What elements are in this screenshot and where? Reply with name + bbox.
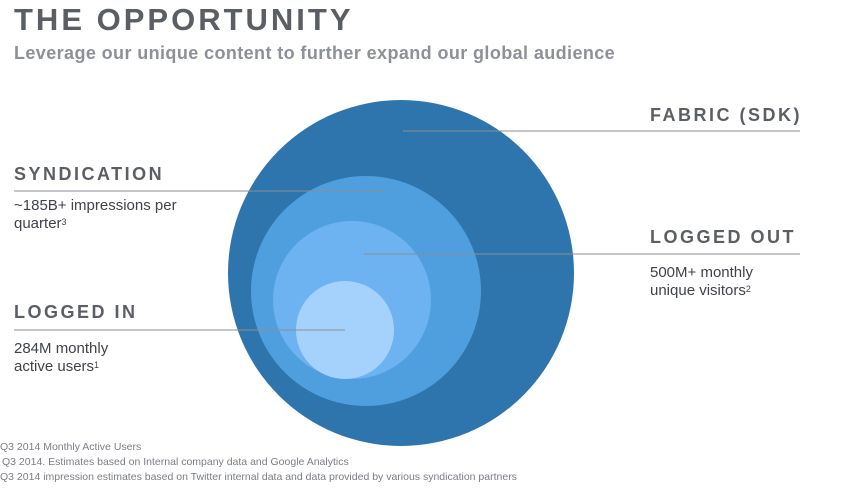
- desc-logged-out-line1: 500M+ monthly: [650, 264, 753, 281]
- label-fabric-sdk: FABRIC (SDK): [650, 105, 802, 125]
- footnote-marker-logged-out: 2: [745, 284, 751, 294]
- desc-logged-out: 500M+ monthly unique visitors2: [650, 264, 753, 300]
- label-logged-out: LOGGED OUT: [650, 227, 796, 247]
- footnotes: Q3 2014 Monthly Active Users Q3 2014. Es…: [0, 440, 700, 485]
- desc-logged-in: 284M monthly active users1: [14, 340, 108, 376]
- label-logged-in: LOGGED IN: [14, 302, 138, 322]
- footnote-2: Q3 2014. Estimates based on Internal com…: [2, 456, 349, 468]
- desc-logged-in-line1: 284M monthly: [14, 340, 109, 357]
- desc-logged-out-line2: unique visitors: [650, 282, 746, 299]
- desc-syndication-line2: quarter: [14, 215, 62, 232]
- footnote-3: Q3 2014 impression estimates based on Tw…: [0, 471, 517, 483]
- page-subtitle: Leverage our unique content to further e…: [14, 43, 616, 63]
- footnote-1: Q3 2014 Monthly Active Users: [0, 441, 142, 453]
- label-syndication: SYNDICATION: [14, 164, 165, 184]
- desc-logged-in-line2: active users: [14, 358, 95, 375]
- page-title: THE OPPORTUNITY: [14, 2, 354, 37]
- footnote-marker-logged-in: 1: [94, 360, 100, 370]
- desc-syndication: ~185B+ impressions per quarter3: [14, 197, 177, 233]
- footnote-marker-syndication: 3: [61, 217, 67, 227]
- desc-syndication-line1: ~185B+ impressions per: [14, 197, 177, 214]
